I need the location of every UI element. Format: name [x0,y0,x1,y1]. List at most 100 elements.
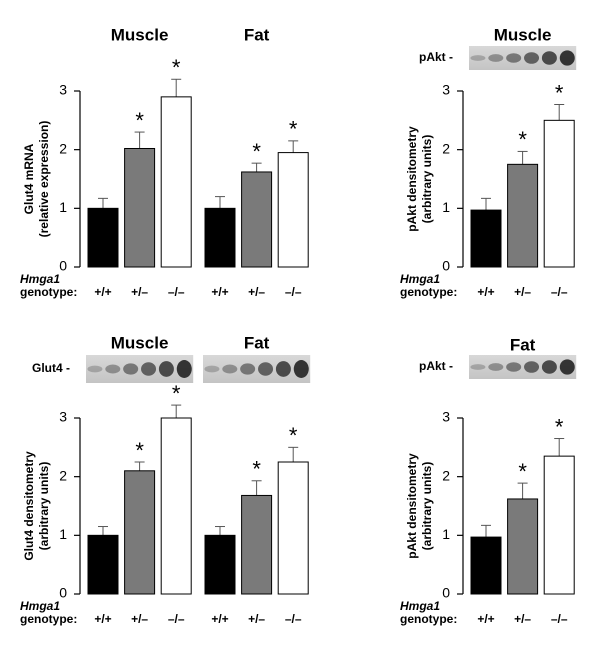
blot-band [87,365,103,373]
x-tick-label: +/– [131,612,148,626]
bar [543,119,575,268]
allele-label: Hmga1 [400,599,440,613]
blot-band [541,360,557,374]
blot-label: Glut4 - [32,361,70,375]
group-title: Muscle [494,25,552,44]
blot-label: pAkt - [419,359,453,373]
blot-band [275,361,291,377]
blot-band [204,365,220,373]
blot-label: pAkt - [419,50,453,64]
significance-marker: * [252,139,261,164]
blot-image [469,355,577,379]
blot-band [176,360,192,378]
x-tick-label: +/– [248,612,265,626]
significance-marker: * [172,381,181,406]
y-tick-label: 1 [442,199,450,215]
significance-marker: * [135,438,144,463]
y-tick-label: 0 [442,585,450,601]
bar [160,417,192,595]
y-axis-label: Glut4 mRNA [22,143,36,214]
y-axis-label: (arbitrary units) [420,462,434,551]
bar [507,498,539,595]
x-tick-label: –/– [551,612,568,626]
blot-band [559,359,575,375]
bar [543,455,575,595]
y-axis-label: (arbitrary units) [420,135,434,224]
bar [470,209,502,268]
x-tick-label: +/+ [477,612,494,626]
y-tick-label: 3 [442,409,450,425]
x-tick-label: +/– [514,612,531,626]
bar [204,207,236,268]
x-tick-label: –/– [551,285,568,299]
y-tick-label: 2 [59,140,67,156]
blot-band [258,362,274,376]
significance-marker: * [518,459,527,484]
y-tick-label: 0 [442,258,450,274]
bar [124,470,156,595]
y-tick-label: 2 [59,467,67,483]
bar [87,207,119,268]
significance-marker: * [289,117,298,142]
bar [241,494,273,595]
bar [124,147,156,268]
significance-marker: * [135,108,144,133]
significance-marker: * [555,80,564,105]
group-title: Fat [244,333,270,352]
blot-image [469,46,577,70]
x-tick-label: +/+ [94,612,111,626]
bar [204,534,236,595]
genotype-label: genotype: [20,285,77,299]
group-title: Fat [510,335,536,354]
group-title: Fat [244,25,270,44]
blot-band [123,363,139,375]
blot-band [105,364,121,374]
bar [241,171,273,268]
blot-image [203,355,311,383]
blot-band [506,53,522,63]
x-tick-label: –/– [168,612,185,626]
bar [507,163,539,268]
blot-image [86,355,194,383]
significance-marker: * [289,423,298,448]
y-tick-label: 3 [59,82,67,98]
x-tick-label: +/+ [211,285,228,299]
x-tick-label: –/– [168,285,185,299]
significance-marker: * [555,414,564,439]
bar [277,461,309,595]
x-tick-label: +/– [514,285,531,299]
x-tick-label: –/– [285,285,302,299]
x-tick-label: +/– [131,285,148,299]
y-axis-label: (arbitrary units) [37,462,51,551]
blot-band [541,51,557,65]
blot-band [470,55,486,61]
allele-label: Hmga1 [20,599,60,613]
blot-band [158,361,174,377]
y-tick-label: 1 [442,526,450,542]
bar [470,536,502,595]
blot-band [240,363,256,375]
x-tick-label: +/– [248,285,265,299]
genotype-label: genotype: [20,612,77,626]
y-tick-label: 0 [59,585,67,601]
y-tick-label: 2 [442,467,450,483]
blot-band [470,364,486,370]
y-axis-label: pAkt densitometry [405,126,419,232]
y-axis-label: Glut4 densitometry [22,451,36,561]
significance-marker: * [172,55,181,80]
bar [87,534,119,595]
significance-marker: * [252,457,261,482]
significance-marker: * [518,127,527,152]
group-title: Muscle [111,25,169,44]
group-title: Muscle [111,333,169,352]
x-tick-label: +/+ [94,285,111,299]
bar [277,152,309,268]
blot-band [488,54,504,62]
x-tick-label: –/– [285,612,302,626]
blot-band [222,364,238,374]
y-tick-label: 3 [442,82,450,98]
blot-band [293,360,309,378]
genotype-label: genotype: [400,285,457,299]
x-tick-label: +/+ [211,612,228,626]
blot-band [559,50,575,66]
